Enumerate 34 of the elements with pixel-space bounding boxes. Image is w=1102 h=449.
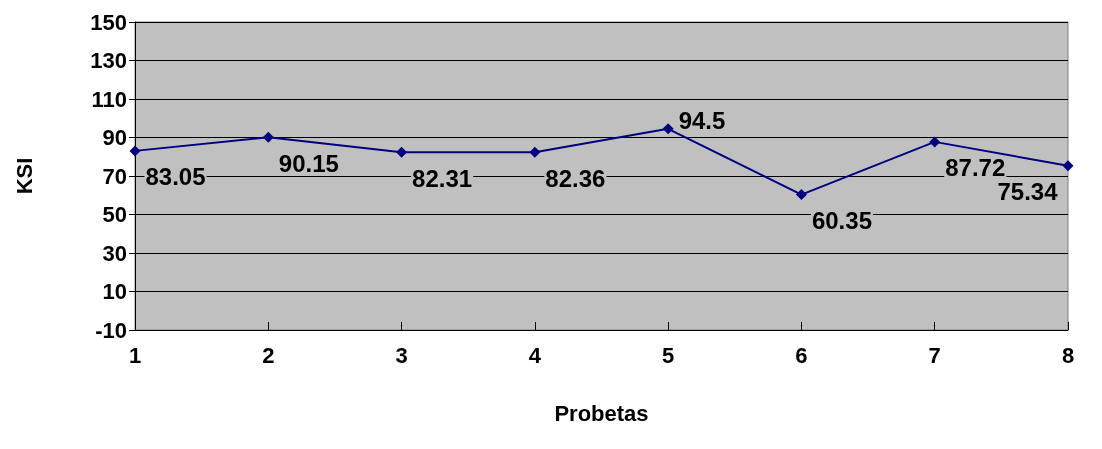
x-tick-label: 1 xyxy=(128,342,142,368)
x-tick-label: 2 xyxy=(262,342,275,368)
point xyxy=(662,123,674,135)
point xyxy=(262,131,274,143)
data-label: 83.05 xyxy=(145,163,206,191)
y-tick-label: 10 xyxy=(102,279,127,304)
x-tick-label: 4 xyxy=(528,342,542,368)
data-label: 82.36 xyxy=(545,164,606,192)
data-label: 87.72 xyxy=(945,154,1006,182)
y-tick-label: 90 xyxy=(102,125,127,150)
y-tick-label: 110 xyxy=(91,86,127,112)
y-tick-label: -10 xyxy=(95,317,127,343)
data-label: 60.35 xyxy=(811,207,872,235)
point xyxy=(929,136,941,148)
point xyxy=(529,146,541,158)
data-label: 94.5 xyxy=(678,107,726,135)
x-tick-label: 6 xyxy=(795,342,808,368)
point xyxy=(396,146,408,158)
y-tick-label: 150 xyxy=(90,9,127,35)
y-tick-label: 130 xyxy=(90,48,127,73)
point xyxy=(129,145,141,157)
y-axis-title: KSI xyxy=(11,157,37,195)
point xyxy=(1062,160,1074,172)
x-tick-label: 5 xyxy=(662,342,675,368)
x-tick-label: 3 xyxy=(395,342,408,368)
point xyxy=(795,189,807,201)
x-axis-title: Probetas xyxy=(554,400,649,426)
x-tick-label: 7 xyxy=(928,342,941,368)
data-label: 90.15 xyxy=(278,149,339,177)
y-tick-label: 50 xyxy=(102,202,127,227)
y-tick-label: 70 xyxy=(102,163,127,189)
data-label: 82.31 xyxy=(412,164,473,192)
x-tick-label: 8 xyxy=(1061,342,1075,368)
y-tick-label: 30 xyxy=(102,240,127,266)
